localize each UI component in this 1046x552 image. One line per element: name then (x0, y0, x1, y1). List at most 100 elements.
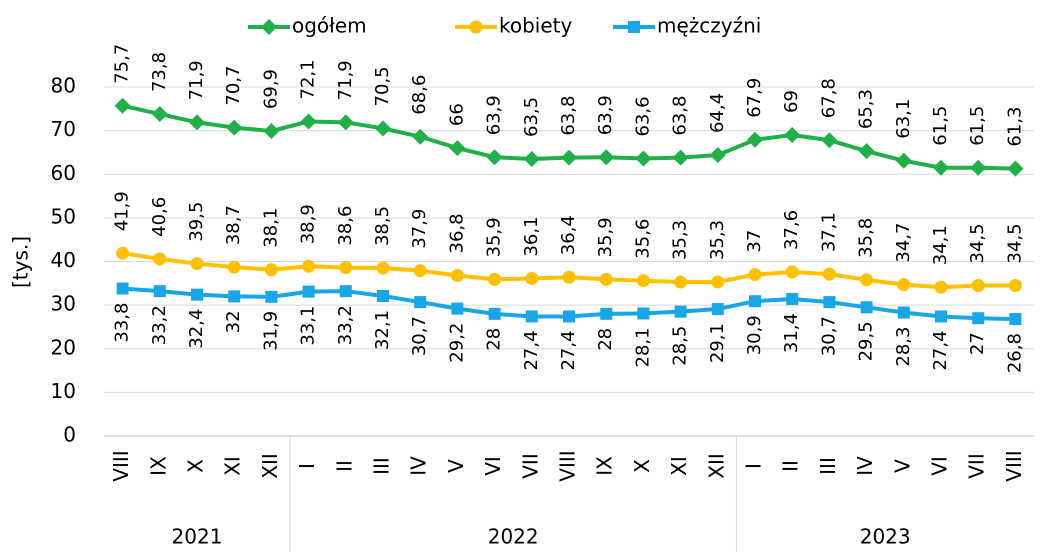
marker (972, 312, 985, 325)
x-tick-label: I (742, 463, 766, 469)
value-label: 67,9 (744, 78, 765, 118)
marker (934, 280, 948, 294)
x-tick-label: VI (928, 456, 952, 476)
marker (1007, 160, 1024, 177)
marker (748, 268, 762, 282)
value-label: 33,2 (149, 305, 170, 345)
value-label: 27,4 (558, 330, 579, 370)
y-tick-label: 20 (51, 335, 76, 359)
marker (191, 288, 203, 301)
x-tick-label: VII (965, 453, 989, 478)
value-label: 32 (223, 310, 244, 333)
marker (189, 114, 205, 131)
value-label: 37,6 (781, 210, 802, 250)
x-tick-label: II (332, 460, 356, 472)
marker (300, 113, 317, 130)
marker (562, 270, 576, 284)
x-tick-label: VI (481, 456, 505, 476)
value-label: 63,6 (632, 96, 653, 136)
value-label: 70,7 (223, 65, 244, 105)
value-label: 27 (967, 332, 988, 355)
marker (971, 278, 985, 292)
value-label: 35,8 (856, 218, 877, 258)
value-label: 37 (744, 230, 765, 253)
value-label: 38,7 (223, 205, 244, 245)
value-label: 29,1 (707, 323, 728, 363)
x-tick-label: IX (146, 456, 170, 476)
marker (339, 261, 353, 275)
marker (711, 303, 724, 316)
x-tick-label: III (370, 457, 394, 475)
value-label: 28 (595, 328, 616, 351)
x-tick-label: II (779, 460, 803, 472)
marker (933, 159, 949, 176)
legend-label: mężczyźni (657, 14, 761, 38)
value-label: 69 (781, 90, 802, 113)
x-tick-label: VIII (1002, 450, 1026, 481)
value-label: 27,4 (521, 330, 542, 370)
value-label: 35,9 (484, 217, 505, 257)
marker (488, 272, 502, 286)
value-label: 36,1 (521, 216, 542, 256)
marker (264, 263, 278, 277)
value-label: 34,5 (967, 223, 988, 263)
value-label: 34,5 (1004, 223, 1025, 263)
marker (151, 106, 168, 123)
marker (636, 274, 650, 288)
marker (858, 143, 875, 160)
marker (226, 119, 243, 136)
value-label: 34,7 (893, 223, 914, 263)
value-label: 35,9 (595, 217, 616, 257)
value-label: 75,7 (112, 44, 133, 84)
marker (116, 246, 130, 260)
value-label: 61,5 (967, 106, 988, 146)
y-tick-label: 60 (51, 161, 76, 185)
marker (302, 285, 315, 298)
value-label: 28,1 (632, 327, 653, 367)
marker (376, 261, 390, 275)
value-label: 65,3 (856, 89, 877, 129)
marker (227, 260, 241, 274)
value-label: 30,7 (409, 316, 430, 356)
value-label: 35,3 (707, 220, 728, 260)
value-label: 73,8 (149, 52, 170, 92)
marker (263, 123, 280, 140)
x-tick-label: XI (667, 456, 691, 476)
x-tick-label: IX (593, 456, 617, 476)
x-tick-label: I (295, 463, 319, 469)
marker (600, 307, 613, 320)
marker (784, 126, 801, 143)
value-label: 70,5 (372, 66, 393, 106)
value-label: 28 (484, 328, 505, 351)
value-label: 38,6 (335, 206, 356, 246)
value-label: 34,1 (930, 225, 951, 265)
marker (525, 272, 539, 286)
value-label: 33,8 (112, 303, 133, 343)
year-label: 2021 (172, 525, 223, 549)
value-label: 61,3 (1004, 107, 1025, 147)
legend-label: ogółem (292, 14, 367, 38)
value-label: 38,5 (372, 206, 393, 246)
marker (860, 273, 874, 287)
y-tick-label: 40 (51, 248, 76, 272)
marker (599, 272, 613, 286)
marker (749, 295, 761, 308)
marker (635, 150, 652, 167)
value-label: 26,8 (1004, 333, 1025, 373)
value-label: 72,1 (298, 59, 319, 99)
marker (339, 285, 352, 298)
marker (450, 268, 464, 282)
y-tick-label: 30 (51, 292, 76, 316)
value-label: 30,9 (744, 315, 765, 355)
value-label: 37,1 (818, 212, 839, 252)
marker (672, 149, 689, 166)
marker (895, 152, 912, 169)
value-label: 37,9 (409, 209, 430, 249)
marker (190, 257, 204, 271)
value-label: 38,1 (260, 208, 281, 248)
marker (674, 275, 688, 289)
marker (153, 285, 166, 298)
y-tick-label: 50 (51, 204, 76, 228)
value-label: 40,6 (149, 197, 170, 237)
x-tick-label: V (444, 459, 468, 473)
